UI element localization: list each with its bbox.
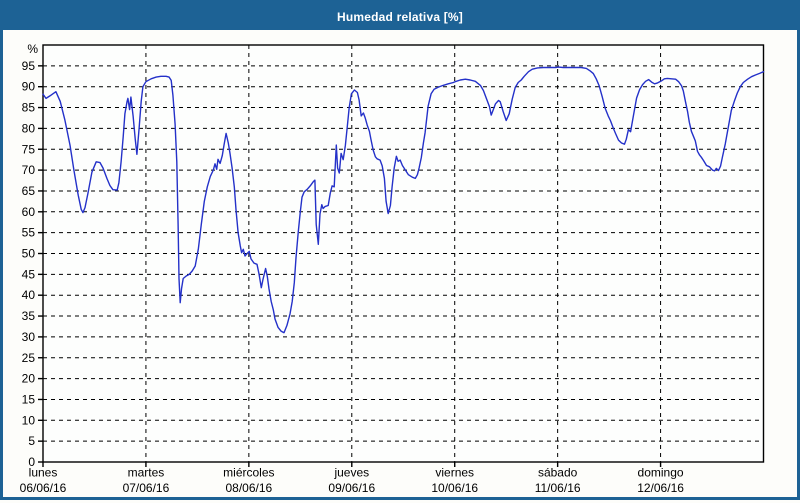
x-day-label: domingo [638,466,684,480]
y-tick-label: 95 [22,59,36,73]
humidity-series-line [42,66,765,334]
y-tick-label: 20 [22,372,36,386]
y-tick-label: 55 [22,226,36,240]
x-day-label: sábado [538,466,578,480]
y-tick-label: 75 [22,142,36,156]
y-tick-label: 80 [22,121,36,135]
y-tick-label: 25 [22,351,36,365]
y-tick-label: 60 [22,205,36,219]
y-tick-label: 40 [22,288,36,302]
y-tick-label: 10 [22,413,36,427]
y-axis-unit-label: % [27,42,38,56]
y-tick-label: 50 [22,247,36,261]
x-day-label: martes [128,466,165,480]
y-tick-label: 65 [22,184,36,198]
x-date-label: 07/06/16 [123,481,170,495]
y-tick-label: 90 [22,80,36,94]
y-tick-label: 0 [28,455,35,469]
x-day-label: jueves [333,466,369,480]
y-tick-label: 15 [22,392,36,406]
y-tick-label: 45 [22,267,36,281]
x-date-label: 06/06/16 [20,481,67,495]
x-date-label: 10/06/16 [431,481,478,495]
chart-title-bar: Humedad relativa [%] [3,3,797,30]
y-tick-label: 85 [22,101,36,115]
x-date-label: 11/06/16 [535,481,581,495]
x-day-label: lunes [29,466,58,480]
y-tick-label: 30 [22,330,36,344]
x-day-label: miércoles [223,466,274,480]
y-tick-label: 35 [22,309,36,323]
x-date-label: 12/06/16 [637,481,684,495]
y-tick-label: 70 [22,163,36,177]
x-date-label: 09/06/16 [328,481,375,495]
y-tick-label: 5 [28,434,35,448]
x-day-label: viernes [435,466,474,480]
x-date-label: 08/06/16 [225,481,272,495]
humidity-line-chart: %95908580757065605550454035302520151050l… [20,42,765,495]
chart-title: Humedad relativa [%] [336,9,464,24]
